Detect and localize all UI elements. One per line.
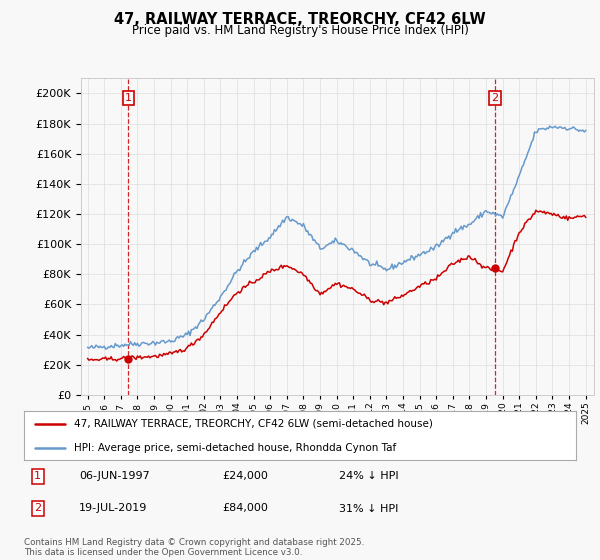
- Text: 1: 1: [34, 472, 41, 482]
- Text: 2: 2: [34, 503, 41, 514]
- Text: HPI: Average price, semi-detached house, Rhondda Cynon Taf: HPI: Average price, semi-detached house,…: [74, 442, 396, 452]
- Text: 06-JUN-1997: 06-JUN-1997: [79, 472, 150, 482]
- Text: 31% ↓ HPI: 31% ↓ HPI: [338, 503, 398, 514]
- Text: 1: 1: [125, 93, 131, 103]
- Text: Price paid vs. HM Land Registry's House Price Index (HPI): Price paid vs. HM Land Registry's House …: [131, 24, 469, 37]
- Text: 47, RAILWAY TERRACE, TREORCHY, CF42 6LW: 47, RAILWAY TERRACE, TREORCHY, CF42 6LW: [114, 12, 486, 27]
- Text: £24,000: £24,000: [223, 472, 269, 482]
- Text: Contains HM Land Registry data © Crown copyright and database right 2025.
This d: Contains HM Land Registry data © Crown c…: [24, 538, 364, 557]
- Text: 47, RAILWAY TERRACE, TREORCHY, CF42 6LW (semi-detached house): 47, RAILWAY TERRACE, TREORCHY, CF42 6LW …: [74, 419, 433, 429]
- Text: £84,000: £84,000: [223, 503, 269, 514]
- Text: 24% ↓ HPI: 24% ↓ HPI: [338, 472, 398, 482]
- Text: 19-JUL-2019: 19-JUL-2019: [79, 503, 148, 514]
- Text: 2: 2: [491, 93, 499, 103]
